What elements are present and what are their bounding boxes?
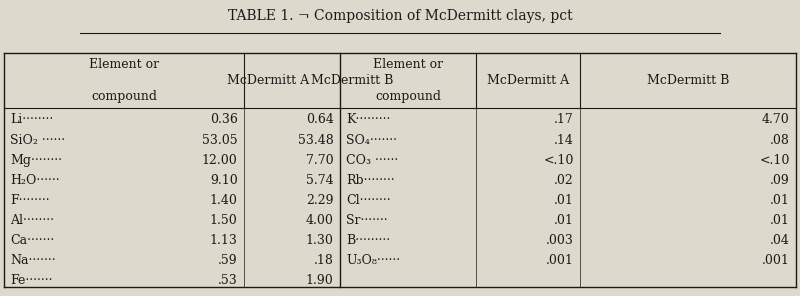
Text: 12.00: 12.00: [202, 154, 238, 167]
Text: Ca·······: Ca·······: [10, 234, 54, 247]
Text: .01: .01: [770, 214, 790, 227]
Text: Rb········: Rb········: [346, 174, 395, 187]
Text: .003: .003: [546, 234, 574, 247]
Text: Sr·······: Sr·······: [346, 214, 388, 227]
Text: .001: .001: [546, 254, 574, 267]
Text: F········: F········: [10, 194, 50, 207]
Text: .02: .02: [554, 174, 574, 187]
Text: .09: .09: [770, 174, 790, 187]
Text: 7.70: 7.70: [306, 154, 334, 167]
Text: .08: .08: [770, 133, 790, 147]
Text: compound: compound: [91, 91, 157, 103]
Text: Na·······: Na·······: [10, 254, 56, 267]
Text: .18: .18: [314, 254, 334, 267]
Text: 9.10: 9.10: [210, 174, 238, 187]
Text: 1.40: 1.40: [210, 194, 238, 207]
Text: <.10: <.10: [759, 154, 790, 167]
Text: .04: .04: [770, 234, 790, 247]
Text: 1.50: 1.50: [210, 214, 238, 227]
Text: SiO₂ ······: SiO₂ ······: [10, 133, 66, 147]
Text: .01: .01: [554, 194, 574, 207]
Text: CO₃ ······: CO₃ ······: [346, 154, 398, 167]
Text: .17: .17: [554, 113, 574, 126]
Text: Cl········: Cl········: [346, 194, 391, 207]
Text: TABLE 1. ¬ Composition of McDermitt clays, pct: TABLE 1. ¬ Composition of McDermitt clay…: [228, 9, 572, 23]
Text: .001: .001: [762, 254, 790, 267]
Text: .01: .01: [554, 214, 574, 227]
Text: Element or: Element or: [373, 58, 443, 71]
Text: .14: .14: [554, 133, 574, 147]
Text: 0.64: 0.64: [306, 113, 334, 126]
Text: Element or: Element or: [89, 58, 159, 71]
Text: SO₄·······: SO₄·······: [346, 133, 398, 147]
Text: 1.13: 1.13: [210, 234, 238, 247]
Text: McDermitt B: McDermitt B: [647, 74, 729, 87]
Text: 1.90: 1.90: [306, 274, 334, 287]
Text: McDermitt A: McDermitt A: [487, 74, 569, 87]
Text: McDermitt B: McDermitt B: [311, 74, 393, 87]
Text: 2.29: 2.29: [306, 194, 334, 207]
Text: .53: .53: [218, 274, 238, 287]
Text: K·········: K·········: [346, 113, 390, 126]
Text: .59: .59: [218, 254, 238, 267]
Text: Li········: Li········: [10, 113, 54, 126]
Text: 4.70: 4.70: [762, 113, 790, 126]
Text: 0.36: 0.36: [210, 113, 238, 126]
Text: Al········: Al········: [10, 214, 54, 227]
Text: McDermitt A: McDermitt A: [227, 74, 309, 87]
Text: Mg········: Mg········: [10, 154, 62, 167]
Text: <.10: <.10: [543, 154, 574, 167]
Text: B·········: B·········: [346, 234, 390, 247]
Text: 1.30: 1.30: [306, 234, 334, 247]
Text: compound: compound: [375, 91, 441, 103]
Text: H₂O······: H₂O······: [10, 174, 60, 187]
Text: U₃O₈······: U₃O₈······: [346, 254, 401, 267]
Text: .01: .01: [770, 194, 790, 207]
Text: 5.74: 5.74: [306, 174, 334, 187]
Text: 4.00: 4.00: [306, 214, 334, 227]
Text: 53.48: 53.48: [298, 133, 334, 147]
Text: 53.05: 53.05: [202, 133, 238, 147]
Text: Fe·······: Fe·······: [10, 274, 53, 287]
